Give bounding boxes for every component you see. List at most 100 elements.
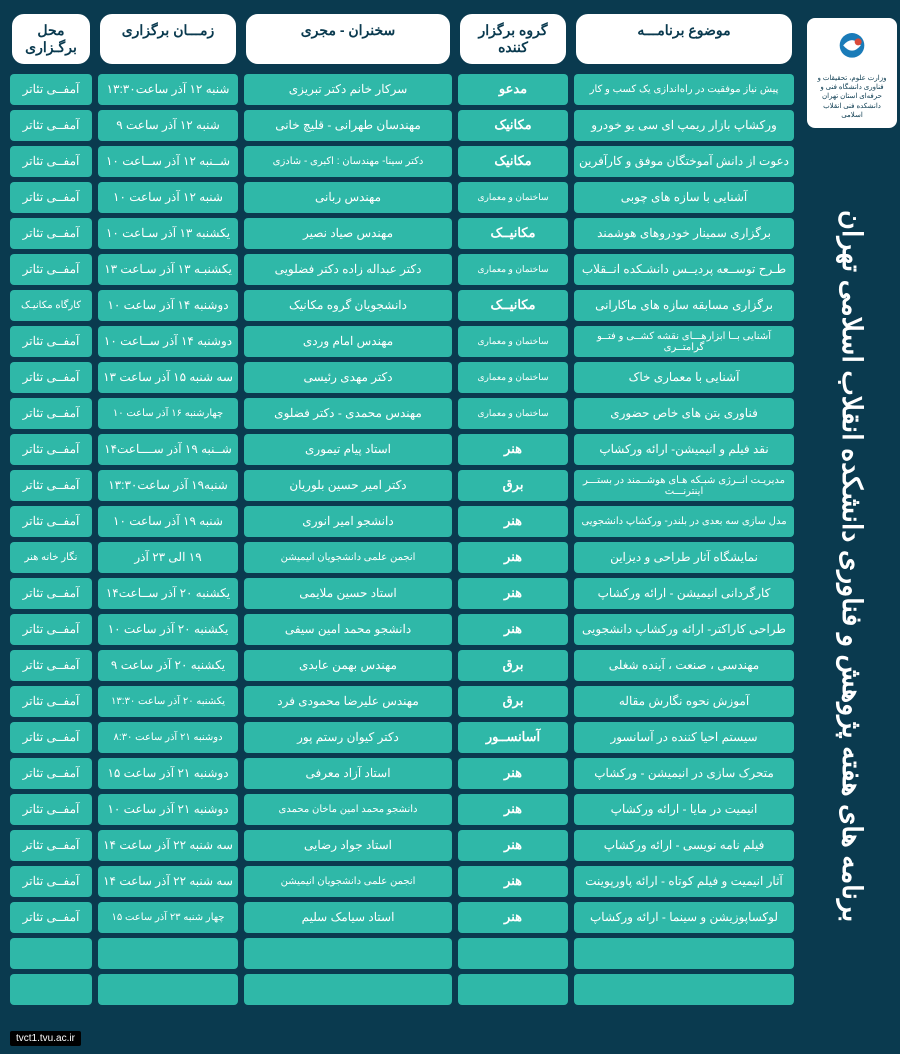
cell-place: آمفــی تئاتر [10, 902, 92, 933]
cell-speaker: مهندس بهمن عابدی [244, 650, 452, 681]
cell-group: هنر [458, 506, 568, 537]
cell-speaker: دکتر سینا- مهندسان : اکبری - شادزی [244, 146, 452, 177]
cell-place: آمفــی تئاتر [10, 398, 92, 429]
table-row: لوکساپوزیشن و سینما - ارائه ورکشاپهنراست… [10, 902, 794, 933]
table-header: موضوع برنامـــه گروه برگزار کننده سخنران… [10, 12, 794, 66]
logo-text: وزارت علوم، تحقیقات و فناوری دانشگاه فنی… [813, 74, 891, 119]
cell-place: آمفــی تئاتر [10, 578, 92, 609]
cell-place: آمفــی تئاتر [10, 758, 92, 789]
cell-place: آمفــی تئاتر [10, 614, 92, 645]
cell-time: سه شنبه ۲۲ آذر ساعت ۱۴ [98, 830, 238, 861]
cell-speaker: استاد آزاد معرفی [244, 758, 452, 789]
cell-topic: طـرح توســعه پردیــس دانشـکده انــقلاب [574, 254, 794, 285]
cell-topic: نقد فیلم و انیمیشن- ارائه ورکشاپ [574, 434, 794, 465]
cell-empty [574, 974, 794, 1005]
cell-time: یکشنبه ۲۰ آذر ساعت ۱۳:۳۰ [98, 686, 238, 717]
table-row: دعوت از دانش آموختگان موفق و کارآفرینمکا… [10, 146, 794, 177]
cell-topic: برگزاری سمینار خودروهای هوشمند [574, 218, 794, 249]
cell-place: آمفــی تئاتر [10, 686, 92, 717]
cell-group: هنر [458, 758, 568, 789]
footer-link: tvct1.tvu.ac.ir [10, 1031, 81, 1046]
cell-empty [10, 938, 92, 969]
header-place: محل برگـزاری [10, 12, 92, 66]
cell-place: آمفــی تئاتر [10, 74, 92, 105]
table-row: آثار انیمیت و فیلم کوتاه - ارائه پاورپوی… [10, 866, 794, 897]
cell-speaker: مهندس علیرضا محمودی فرد [244, 686, 452, 717]
cell-group: برق [458, 686, 568, 717]
cell-group: ساختمان و معماری [458, 362, 568, 393]
cell-time: یکشنبه ۱۳ آذر سـاعت ۱۰ [98, 218, 238, 249]
cell-group: هنر [458, 542, 568, 573]
cell-time: چهارشنبه ۱۶ آذر ساعت ۱۰ [98, 398, 238, 429]
cell-topic: آموزش نحوه نگارش مقاله [574, 686, 794, 717]
cell-group: برق [458, 650, 568, 681]
table-row: ورکشاپ بازار ریمپ ای سی یو خودرومکانیکمه… [10, 110, 794, 141]
cell-time: شنبه ۱۹ آذر ساعت ۱۰ [98, 506, 238, 537]
cell-group: هنر [458, 830, 568, 861]
table-row: سیستم احیا کننده در آسانسورآسانســوردکتر… [10, 722, 794, 753]
cell-time: دوشنبه ۲۱ آذر ساعت ۸:۳۰ [98, 722, 238, 753]
cell-group: آسانســور [458, 722, 568, 753]
cell-time: شنبه ۱۲ آذر ساعت۱۳:۳۰ [98, 74, 238, 105]
cell-speaker: دانشجو محمد امین سیفی [244, 614, 452, 645]
vertical-title: برنامه های هفته پژوهش و فناوری دانشکده ا… [836, 146, 868, 976]
table-row: مدل سازی سه بعدی در بلندر- ورکشاپ دانشجو… [10, 506, 794, 537]
cell-empty [244, 974, 452, 1005]
header-group: گروه برگزار کننده [458, 12, 568, 66]
cell-topic: دعوت از دانش آموختگان موفق و کارآفرین [574, 146, 794, 177]
cell-place: آمفــی تئاتر [10, 362, 92, 393]
cell-group: هنر [458, 578, 568, 609]
cell-time: یکشنبه ۲۰ آذر ساعت ۱۰ [98, 614, 238, 645]
cell-topic: متحرک سازی در انیمیشن - ورکشاپ [574, 758, 794, 789]
cell-speaker: سرکار خانم دکتر تبریزی [244, 74, 452, 105]
cell-time: دوشنبه ۲۱ آذر ساعت ۱۵ [98, 758, 238, 789]
table-row: پیش نیاز موفقیت در راه‌اندازی یک کسب و ک… [10, 74, 794, 105]
cell-time: چهار شنبه ۲۳ آذر ساعت ۱۵ [98, 902, 238, 933]
cell-speaker: انجمن علمی دانشجویان انیمیشن [244, 866, 452, 897]
cell-speaker: مهندس امام وردی [244, 326, 452, 357]
cell-speaker: مهندسان طهرانی - قلیچ خانی [244, 110, 452, 141]
cell-place: آمفــی تئاتر [10, 218, 92, 249]
sidebar: وزارت علوم، تحقیقات و فناوری دانشگاه فنی… [804, 0, 900, 1054]
cell-group: مدعو [458, 74, 568, 105]
table-row: برگزاری سمینار خودروهای هوشمندمکانیــکمه… [10, 218, 794, 249]
cell-speaker: استاد حسین ملایمی [244, 578, 452, 609]
cell-speaker: دکتر کیوان رستم پور [244, 722, 452, 753]
cell-time: دوشنبه ۲۱ آذر ساعت ۱۰ [98, 794, 238, 825]
cell-topic: آثار انیمیت و فیلم کوتاه - ارائه پاورپوی… [574, 866, 794, 897]
cell-empty [458, 974, 568, 1005]
cell-time: شنبه ۱۲ آذر ساعت ۱۰ [98, 182, 238, 213]
cell-group: مکانیــک [458, 218, 568, 249]
cell-topic: نمایشگاه آثار طراحی و دیزاین [574, 542, 794, 573]
cell-group: ساختمان و معماری [458, 182, 568, 213]
cell-speaker: دکتر عبداله زاده دکتر فضلویی [244, 254, 452, 285]
cell-empty [574, 938, 794, 969]
cell-place: آمفــی تئاتر [10, 146, 92, 177]
table-row: آشنایی بــا ابزارهـــای نقشه کشــی و فتـ… [10, 326, 794, 357]
cell-topic: فیلم نامه نویسی - ارائه ورکشاپ [574, 830, 794, 861]
table-row: نقد فیلم و انیمیشن- ارائه ورکشاپهنراستاد… [10, 434, 794, 465]
cell-group: مکانیــک [458, 290, 568, 321]
cell-speaker: مهندس صیاد نصیر [244, 218, 452, 249]
table-row: فیلم نامه نویسی - ارائه ورکشاپهنراستاد ج… [10, 830, 794, 861]
cell-topic: برگزاری مسابقه سازه های ماکارانی [574, 290, 794, 321]
cell-place: آمفــی تئاتر [10, 470, 92, 501]
cell-place: آمفــی تئاتر [10, 830, 92, 861]
cell-place: آمفــی تئاتر [10, 506, 92, 537]
cell-time: ۱۹ الی ۲۳ آذر [98, 542, 238, 573]
cell-time: سه شنبه ۱۵ آذر ساعت ۱۳ [98, 362, 238, 393]
cell-group: مکانیک [458, 110, 568, 141]
cell-speaker: استاد جواد رضایی [244, 830, 452, 861]
cell-time: سه شنبه ۲۲ آذر ساعت ۱۴ [98, 866, 238, 897]
cell-place: آمفــی تئاتر [10, 866, 92, 897]
table-row: آشنایی با سازه های چوبیساختمان و معماریم… [10, 182, 794, 213]
cell-group: هنر [458, 902, 568, 933]
cell-speaker: دانشجو محمد امین ماخان محمدی [244, 794, 452, 825]
table-row: آموزش نحوه نگارش مقالهبرقمهندس علیرضا مح… [10, 686, 794, 717]
cell-group: مکانیک [458, 146, 568, 177]
header-speaker: سخنران - مجری [244, 12, 452, 66]
table-row: مدیریـت انــرژی شبـکه هـای هوشــمند در ب… [10, 470, 794, 501]
cell-place: آمفــی تئاتر [10, 182, 92, 213]
cell-speaker: دانشجویان گروه مکانیک [244, 290, 452, 321]
cell-topic: پیش نیاز موفقیت در راه‌اندازی یک کسب و ک… [574, 74, 794, 105]
